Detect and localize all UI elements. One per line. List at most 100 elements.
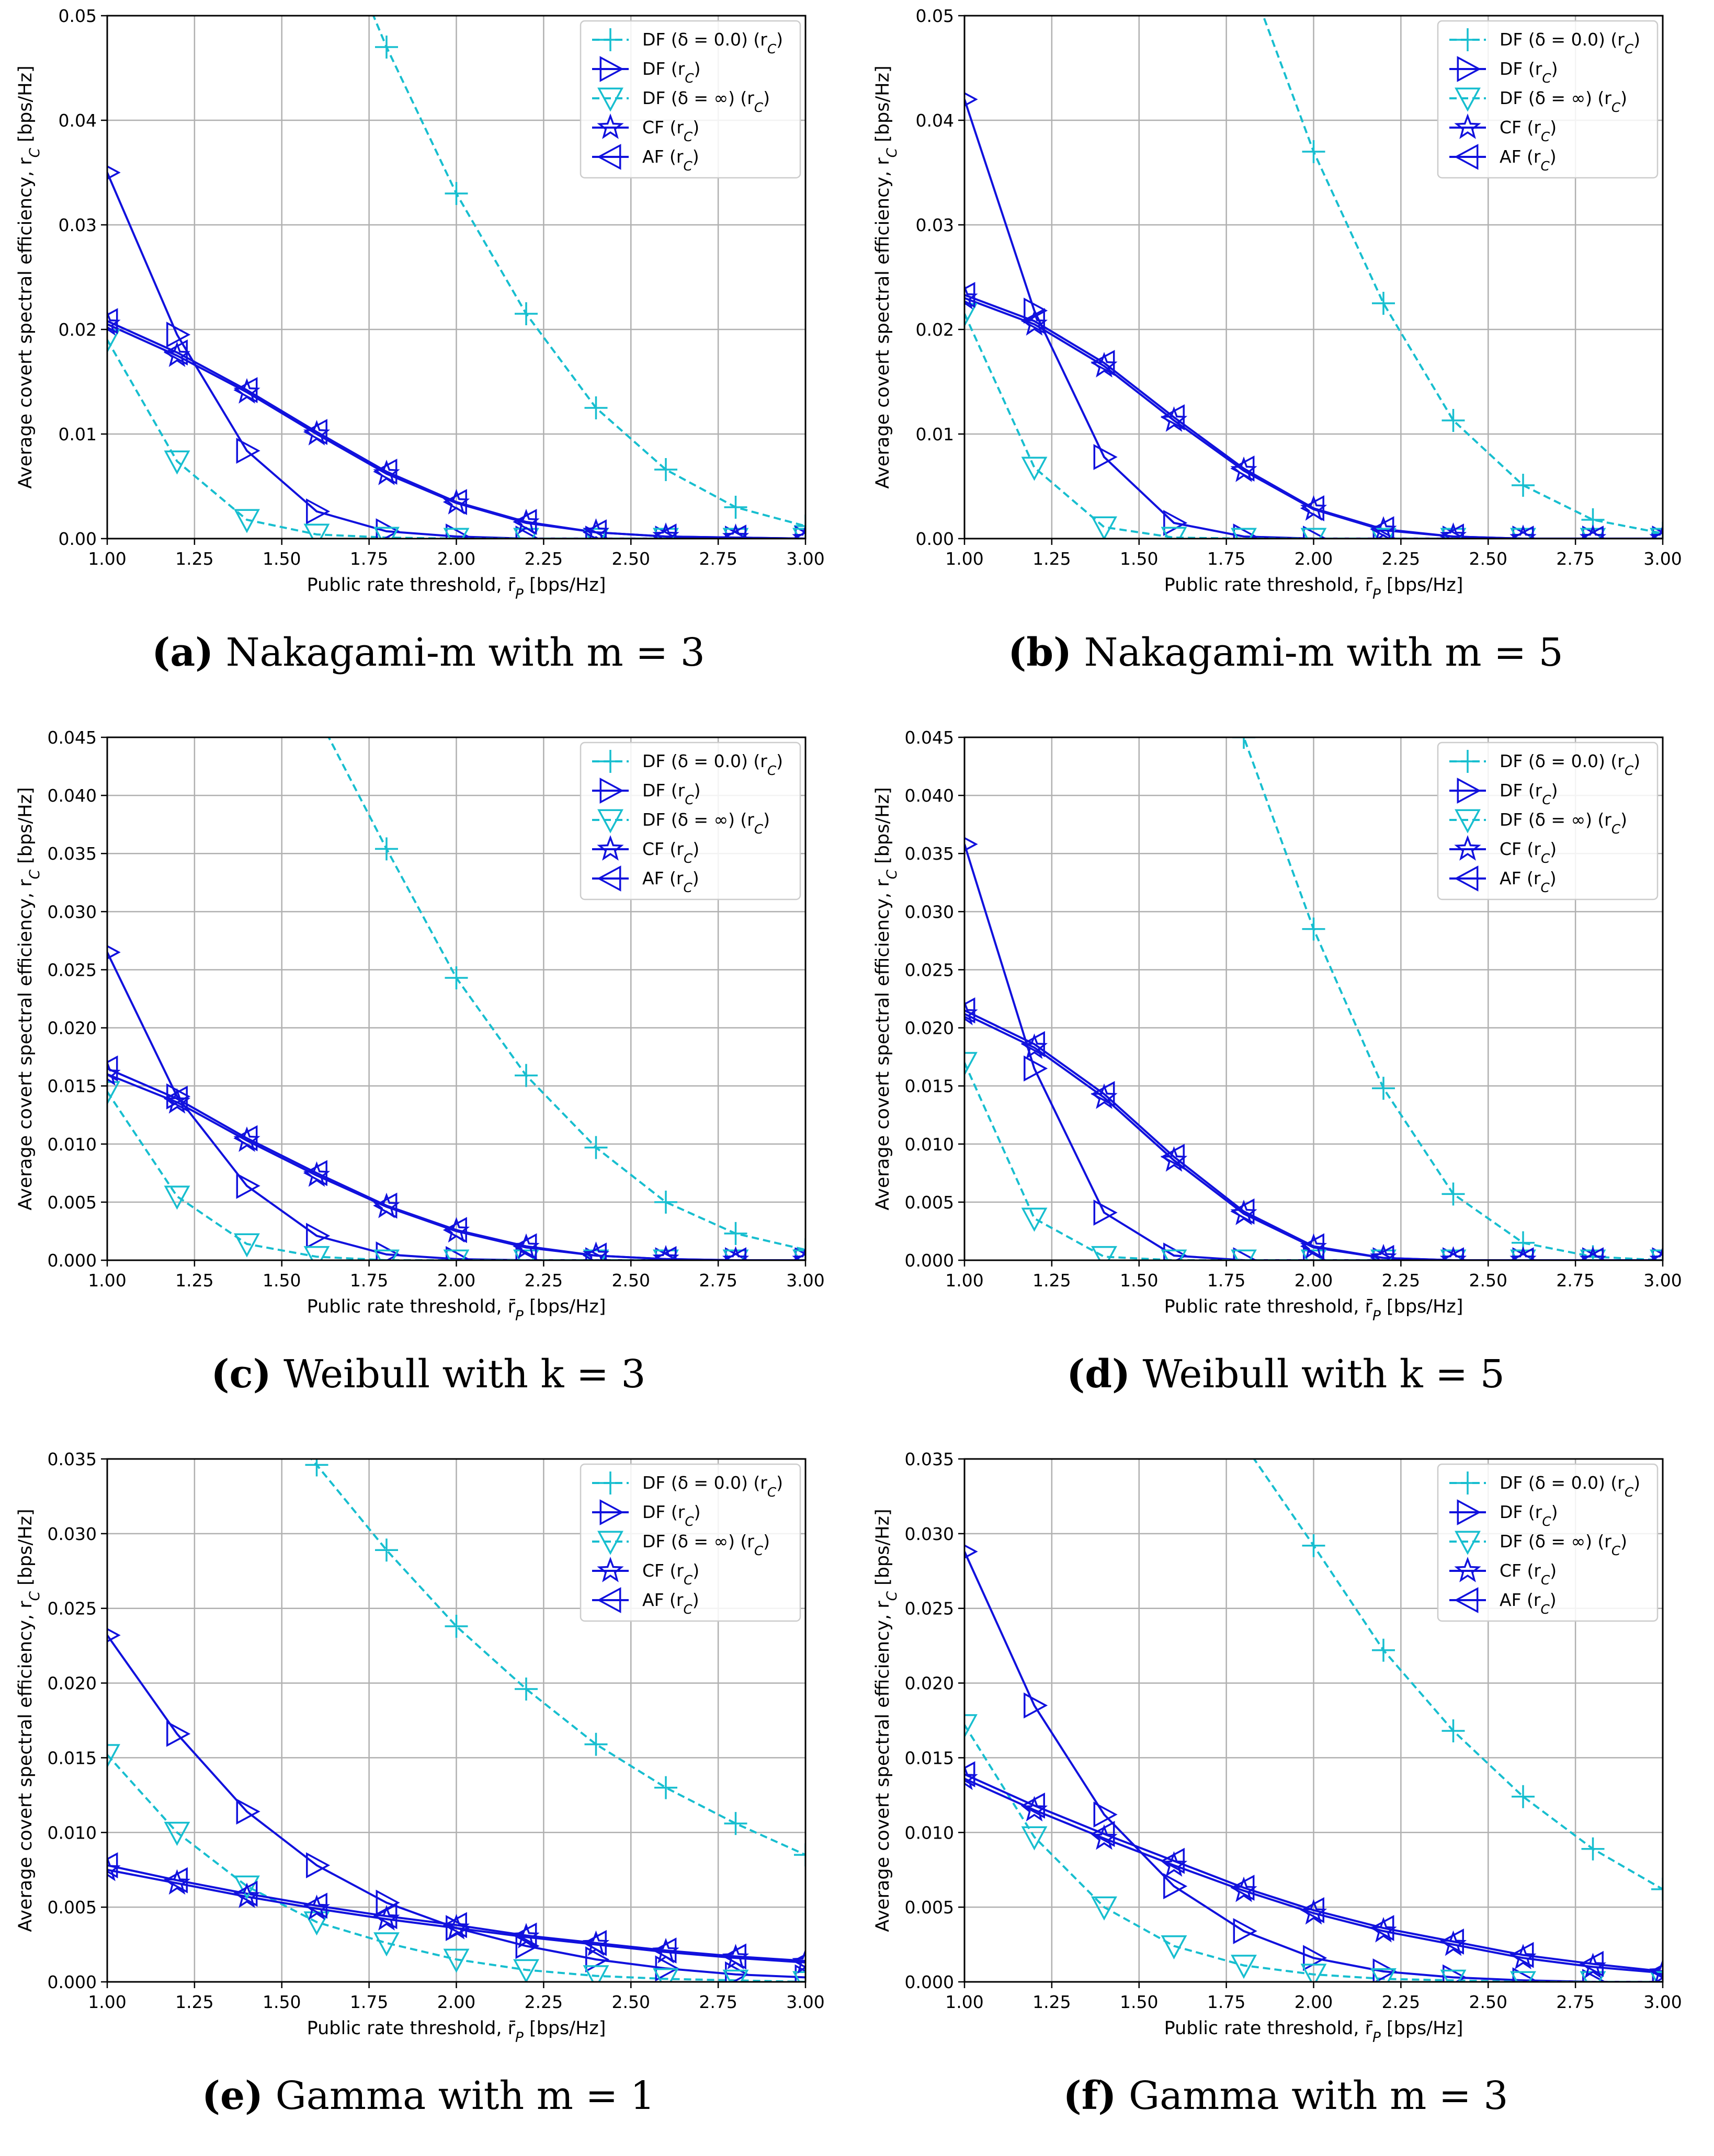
data-point-df-delta-0 <box>1441 1719 1465 1742</box>
data-point-af <box>1439 1928 1464 1955</box>
data-point-df-delta-0 <box>1372 292 1395 315</box>
data-point-df-delta-0 <box>515 302 538 325</box>
data-point-df <box>306 498 331 524</box>
data-point-af <box>722 524 746 539</box>
data-point-df-delta-0 <box>1232 1432 1255 1455</box>
data-point-df <box>107 165 121 180</box>
data-point-df-delta-0 <box>445 182 468 205</box>
data-point-cf <box>1649 524 1663 539</box>
data-point-cf <box>1160 1146 1188 1172</box>
data-point-af <box>513 1233 537 1260</box>
x-tick-label: 2.75 <box>699 1270 737 1291</box>
legend-marker-df-delta-inf <box>597 1531 623 1555</box>
x-tick-label: 2.50 <box>1469 549 1507 569</box>
legend-marker-af <box>597 144 621 170</box>
data-point-cf <box>652 522 679 539</box>
legend-label-cf: CF (rC) <box>642 1560 699 1588</box>
x-axis-label: Public rate threshold, r̄P [bps/Hz] <box>307 575 606 602</box>
data-point-df-delta-inf <box>583 1965 609 1982</box>
data-point-df-delta-inf <box>1231 528 1257 539</box>
data-point-df-delta-inf <box>107 1744 120 1769</box>
x-axis-label: Public rate threshold, r̄P [bps/Hz] <box>1164 2018 1463 2046</box>
data-point-df-delta-inf <box>1370 528 1397 539</box>
x-tick-label: 1.25 <box>175 549 213 569</box>
x-tick-label: 1.25 <box>175 1270 213 1291</box>
x-axis-label: Public rate threshold, r̄P [bps/Hz] <box>307 2018 606 2046</box>
x-tick-label: 1.25 <box>1032 1270 1071 1291</box>
data-point-df-delta-inf <box>722 528 749 539</box>
legend-marker-af <box>597 865 621 892</box>
data-point-cf <box>303 1894 331 1920</box>
series-line-df <box>964 843 1663 1260</box>
data-point-cf <box>1300 1899 1327 1925</box>
data-point-af <box>1020 1792 1045 1819</box>
data-point-cf <box>163 1088 191 1114</box>
caption-letter: (b) <box>1008 630 1072 675</box>
data-point-af <box>652 1937 677 1964</box>
data-point-df-delta-0 <box>305 1459 328 1477</box>
y-tick-label: 0.035 <box>905 1449 954 1469</box>
data-point-df-delta-inf <box>107 1081 120 1105</box>
data-point-af <box>373 1192 398 1219</box>
x-axis-label: Public rate threshold, r̄P [bps/Hz] <box>1164 575 1463 602</box>
x-tick-label: 2.75 <box>699 549 737 569</box>
series-line-af <box>107 320 805 539</box>
data-point-df-delta-inf <box>964 1052 978 1076</box>
data-point-df-delta-inf <box>1370 1249 1397 1260</box>
x-tick-label: 1.75 <box>350 1992 388 2012</box>
data-point-df-delta-0 <box>1302 140 1325 163</box>
data-point-df <box>107 1628 121 1642</box>
data-point-af <box>163 1086 188 1112</box>
data-point-df-delta-0 <box>375 1538 398 1562</box>
caption-letter: (f) <box>1063 2073 1117 2118</box>
data-point-df <box>585 1946 610 1973</box>
data-point-cf <box>107 1060 121 1086</box>
x-tick-label: 2.00 <box>1295 1270 1333 1291</box>
legend-label-cf: CF (rC) <box>1500 839 1557 866</box>
data-point-cf <box>1091 351 1118 378</box>
y-tick-label: 0.015 <box>48 1076 97 1097</box>
data-point-af <box>1230 1198 1255 1225</box>
legend-marker-af <box>1454 865 1479 892</box>
data-point-df <box>1582 1969 1607 1982</box>
x-tick-label: 1.00 <box>88 1270 126 1291</box>
data-point-af <box>964 1761 975 1787</box>
y-tick-label: 0.015 <box>905 1076 954 1097</box>
y-tick-label: 0.02 <box>916 320 954 340</box>
legend-label-df-delta-inf: DF (δ = ∞) (rC) <box>1500 88 1627 115</box>
legend: DF (δ = 0.0) (rC)DF (rC)DF (δ = ∞) (rC)C… <box>580 1463 801 1622</box>
data-point-cf <box>1439 1930 1467 1956</box>
y-tick-label: 0.04 <box>59 110 97 131</box>
data-point-cf <box>1509 1246 1537 1260</box>
x-tick-label: 1.00 <box>945 549 983 569</box>
data-point-df <box>306 1223 331 1249</box>
data-point-af <box>792 1253 805 1260</box>
y-tick-label: 0.000 <box>48 1250 97 1271</box>
x-tick-label: 3.00 <box>1643 1992 1682 2012</box>
data-point-df <box>1093 1199 1118 1226</box>
y-tick-label: 0.005 <box>905 1897 954 1918</box>
y-tick-label: 0.020 <box>905 1018 954 1039</box>
x-tick-label: 2.75 <box>1556 1270 1594 1291</box>
data-point-df-delta-inf <box>653 1249 679 1260</box>
legend-box <box>1437 20 1659 179</box>
data-point-df <box>306 1852 331 1879</box>
data-point-df-delta-0 <box>375 36 398 59</box>
legend-marker-df <box>599 1499 624 1525</box>
x-tick-label: 1.50 <box>1120 549 1158 569</box>
y-tick-label: 0.05 <box>59 6 97 26</box>
data-point-df <box>655 1247 679 1260</box>
data-point-cf <box>1091 1083 1118 1109</box>
data-point-df-delta-inf <box>1370 1968 1397 1982</box>
legend-label-af: AF (rC) <box>642 1590 699 1617</box>
y-tick-label: 0.035 <box>48 843 97 864</box>
data-point-df-delta-0 <box>1512 474 1535 497</box>
chart-panel-e: 1.00 1.25 1.50 1.75 2.00 2.25 2.50 2.75 3.00 0.00… <box>0 1443 857 2156</box>
data-point-df-delta-inf <box>1021 457 1048 481</box>
legend-marker-df <box>1457 778 1481 804</box>
legend-label-df: DF (rC) <box>642 1502 701 1529</box>
data-point-df <box>1233 1247 1257 1260</box>
data-point-df <box>515 1247 540 1260</box>
x-tick-label: 3.00 <box>786 1992 824 2012</box>
legend-marker-df-delta-0 <box>599 28 622 51</box>
